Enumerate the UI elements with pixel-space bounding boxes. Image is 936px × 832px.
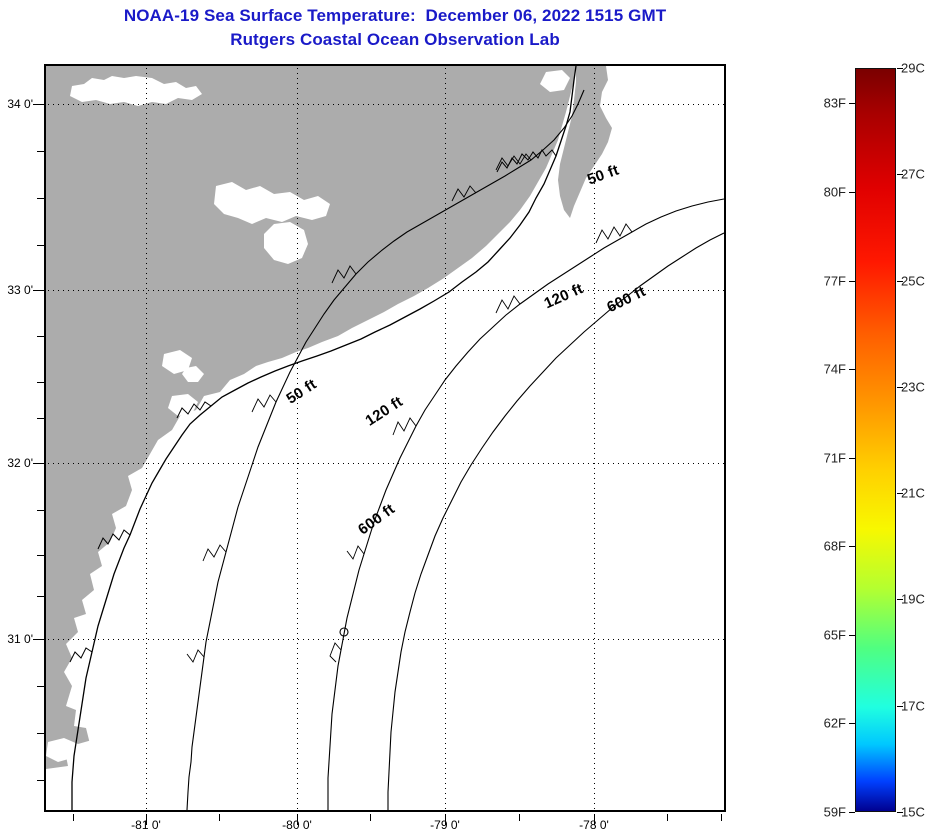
- colorbar-label-celsius: 27C: [901, 166, 925, 182]
- x-axis-tick: [445, 814, 446, 825]
- y-axis-tick: [37, 336, 44, 337]
- colorbar-tick-celsius: [897, 386, 903, 388]
- gridline-horizontal: [46, 639, 724, 640]
- y-axis-label: 33 0': [7, 283, 33, 297]
- colorbar-tick-fahrenheit: [849, 103, 855, 105]
- gridline-horizontal: [46, 104, 724, 105]
- x-axis-label: -78 0': [579, 818, 609, 832]
- gridline-vertical: [445, 66, 446, 810]
- y-axis-tick: [37, 418, 44, 419]
- colorbar-tick-celsius: [897, 280, 903, 282]
- contour-50ft: [186, 89, 585, 810]
- contour-120ft-detail: [329, 223, 633, 663]
- x-axis-tick: [519, 814, 520, 821]
- colorbar-label-fahrenheit: 77F: [823, 273, 846, 289]
- colorbar-tick-celsius: [897, 599, 903, 601]
- y-axis-tick: [37, 198, 44, 199]
- colorbar-tick-fahrenheit: [849, 280, 855, 282]
- colorbar-label-fahrenheit: 83F: [823, 95, 846, 111]
- colorbar-gradient: [856, 69, 895, 811]
- colorbar-tick-fahrenheit: [849, 723, 855, 725]
- y-axis-tick: [37, 686, 44, 687]
- colorbar-tick-celsius: [897, 68, 903, 69]
- y-axis-tick: [37, 382, 44, 383]
- land-polygon: [46, 66, 576, 769]
- colorbar-label-celsius: 21C: [901, 485, 925, 501]
- y-axis-label: 34 0': [7, 97, 33, 111]
- map-point-feature: [339, 627, 349, 637]
- colorbar-tick-celsius: [897, 705, 903, 707]
- y-axis-tick: [33, 639, 44, 640]
- x-axis-tick: [73, 814, 74, 821]
- coastline-bathymetry-graphic: [46, 66, 724, 810]
- x-axis-label: -80 0': [282, 818, 312, 832]
- colorbar-tick-celsius: [897, 174, 903, 176]
- colorbar-tick-celsius: [897, 493, 903, 495]
- colorbar-label-fahrenheit: 80F: [823, 184, 846, 200]
- y-axis-tick: [37, 151, 44, 152]
- sst-map-plot[interactable]: [44, 64, 726, 812]
- gridline-vertical: [594, 66, 595, 810]
- gridline-vertical: [146, 66, 147, 810]
- x-axis-tick: [721, 814, 722, 821]
- contour-120ft: [327, 198, 724, 810]
- colorbar-label-fahrenheit: 65F: [823, 627, 846, 643]
- contour-600ft: [387, 232, 724, 810]
- chart-title-line-2: Rutgers Coastal Ocean Observation Lab: [230, 30, 560, 49]
- coastline-detail: [69, 149, 557, 663]
- colorbar-tick-fahrenheit: [849, 812, 855, 813]
- chart-title-block: NOAA-19 Sea Surface Temperature: Decembe…: [0, 4, 790, 52]
- colorbar-label-celsius: 17C: [901, 698, 925, 714]
- colorbar-label-celsius: 19C: [901, 591, 925, 607]
- colorbar-label-celsius: 25C: [901, 273, 925, 289]
- y-axis-tick: [33, 104, 44, 105]
- x-axis-tick: [370, 814, 371, 821]
- y-axis-tick: [37, 733, 44, 734]
- x-axis-label: -81 0': [131, 818, 161, 832]
- colorbar-tick-fahrenheit: [849, 546, 855, 548]
- colorbar-label-fahrenheit: 71F: [823, 450, 846, 466]
- x-axis-tick: [146, 814, 147, 825]
- colorbar-tick-fahrenheit: [849, 457, 855, 459]
- x-axis-tick: [667, 814, 668, 821]
- gridline-horizontal: [46, 290, 724, 291]
- colorbar-label-fahrenheit: 74F: [823, 361, 846, 377]
- colorbar-tick-fahrenheit: [849, 369, 855, 371]
- y-axis-tick: [33, 463, 44, 464]
- x-axis-tick: [219, 814, 220, 821]
- colorbar-label-celsius: 15C: [901, 804, 925, 820]
- colorbar-tick-fahrenheit: [849, 634, 855, 636]
- y-axis-tick: [37, 245, 44, 246]
- colorbar-label-fahrenheit: 68F: [823, 538, 846, 554]
- colorbar-tick-celsius: [897, 812, 903, 813]
- y-axis-tick: [37, 780, 44, 781]
- colorbar-label-celsius: 23C: [901, 379, 925, 395]
- colorbar-label-fahrenheit: 59F: [823, 804, 846, 820]
- contour-50ft-detail: [186, 153, 532, 663]
- coastline-path: [71, 66, 577, 810]
- y-axis-tick: [37, 555, 44, 556]
- y-axis-label: 31 0': [7, 632, 33, 646]
- y-axis-label: 32 0': [7, 456, 33, 470]
- y-axis-tick: [37, 510, 44, 511]
- y-axis-tick: [33, 290, 44, 291]
- colorbar-tick-fahrenheit: [849, 192, 855, 193]
- y-axis-tick: [37, 596, 44, 597]
- x-axis-tick: [594, 814, 595, 825]
- sst-colorbar[interactable]: [855, 68, 896, 812]
- x-axis-tick: [297, 814, 298, 825]
- x-axis-label: -79 0': [430, 818, 460, 832]
- map-canvas: [46, 66, 724, 810]
- gridline-horizontal: [46, 463, 724, 464]
- colorbar-label-celsius: 29C: [901, 60, 925, 76]
- gridline-vertical: [297, 66, 298, 810]
- chart-title-line-1: NOAA-19 Sea Surface Temperature: Decembe…: [123, 6, 667, 25]
- colorbar-label-fahrenheit: 62F: [823, 715, 846, 731]
